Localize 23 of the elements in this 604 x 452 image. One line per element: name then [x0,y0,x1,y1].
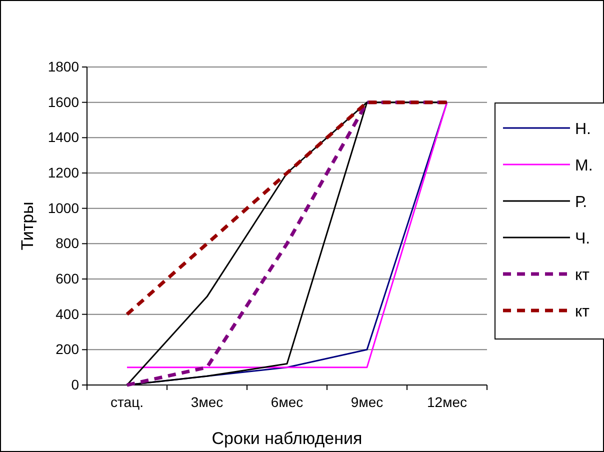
x-axis-title: Сроки наблюдения [212,429,362,448]
x-tick-label: 6мес [270,394,304,410]
x-tick-label: стац. [110,394,144,410]
y-tick-label: 400 [56,306,80,322]
x-tick-label: 9мес [350,394,384,410]
y-tick-label: 0 [71,376,80,392]
y-tick-label: 1000 [48,200,80,216]
y-tick-label: 800 [56,235,80,252]
legend-label: Н. [575,121,591,138]
x-tick-label: 3мес [190,394,224,410]
y-tick-label: 1400 [48,129,80,146]
y-tick-label: 200 [56,341,80,358]
legend-label: кт [575,267,590,284]
x-tick-label: 12мес [427,394,467,410]
legend-label: Р. [575,194,588,211]
y-tick-label: 600 [56,270,80,286]
y-tick-label: 1800 [48,58,80,74]
legend-label: кт [575,304,590,320]
y-tick-label: 1600 [48,94,80,110]
y-axis-title: Титры [18,202,37,250]
y-tick-label: 1200 [48,164,80,180]
legend-label: Ч. [575,230,590,248]
legend-label: М. [575,158,593,174]
